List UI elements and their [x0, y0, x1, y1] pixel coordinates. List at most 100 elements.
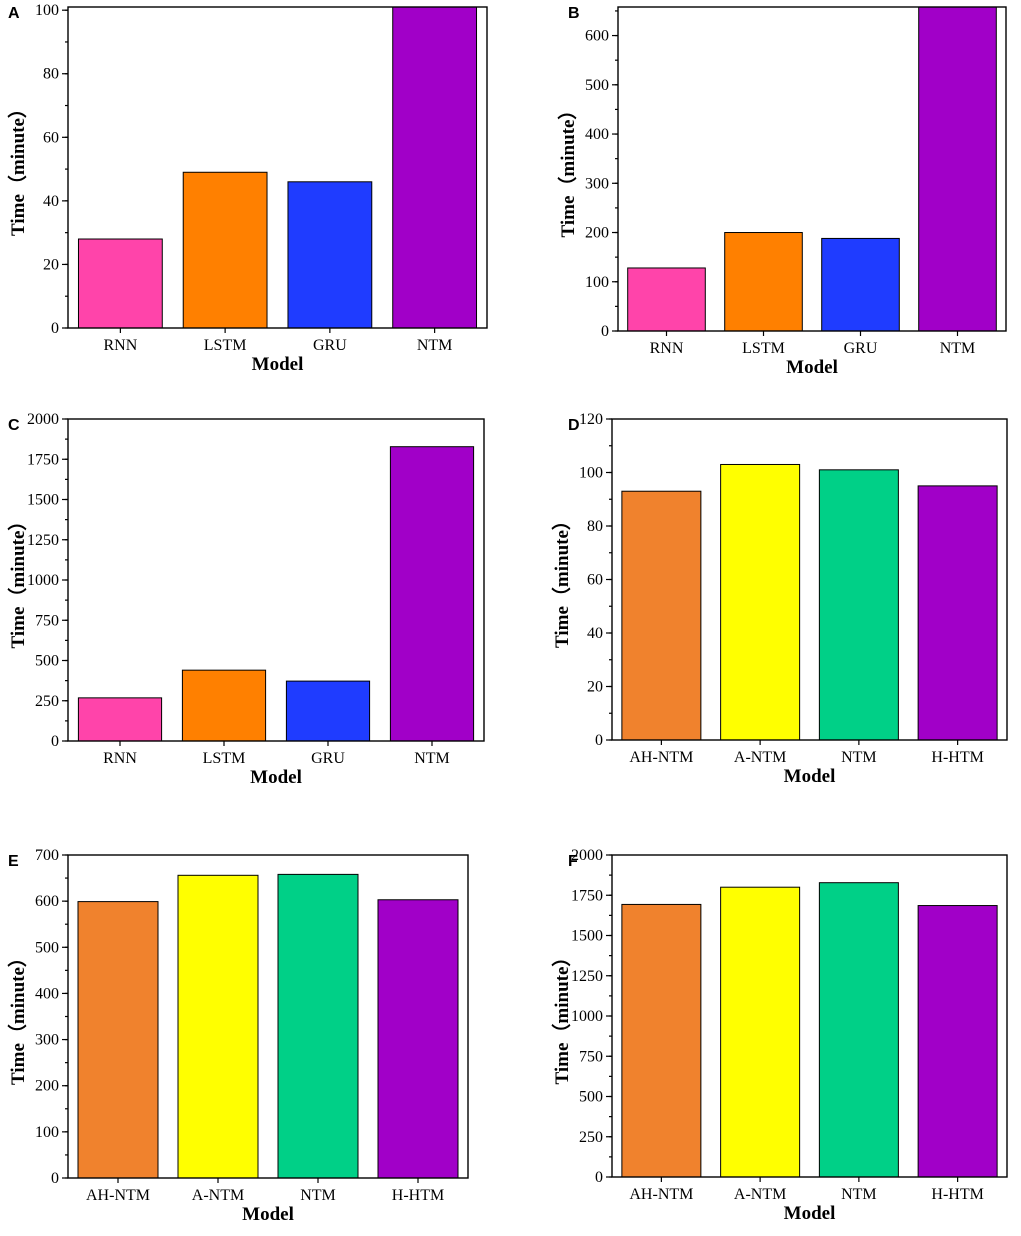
y-tick-label: 40	[587, 625, 603, 642]
x-axis-title: Model	[242, 1204, 294, 1225]
x-tick-label: AH-NTM	[629, 1186, 693, 1203]
y-tick-label: 1750	[571, 887, 603, 904]
plot-frame	[611, 418, 1008, 741]
y-tick-label: 750	[579, 1048, 603, 1065]
x-tick-label: LSTM	[742, 340, 785, 357]
x-tick-label: AH-NTM	[86, 1187, 150, 1204]
y-tick-label: 0	[601, 323, 609, 340]
x-tick-label: NTM	[841, 749, 877, 766]
x-axis-title: Model	[784, 1203, 836, 1224]
x-tick-label: H-HTM	[931, 1186, 983, 1203]
panel-letter: E	[8, 853, 19, 870]
y-tick-label: 100	[35, 2, 59, 19]
y-tick-label: 250	[579, 1129, 603, 1146]
y-tick-label: 200	[585, 225, 609, 242]
y-tick-label: 1500	[571, 928, 603, 945]
y-tick-label: 0	[51, 1170, 59, 1187]
y-tick-label: 100	[579, 465, 603, 482]
bar-gru	[821, 237, 900, 332]
x-tick-label: H-HTM	[931, 749, 983, 766]
y-tick-label: 2000	[571, 847, 603, 864]
panel-e: E AH-NTM A-NTM NTM H-HTM 0 100 200 300 400 500 600 7…	[6, 847, 469, 1225]
x-tick-label: AH-NTM	[629, 749, 693, 766]
y-tick-label: 60	[43, 129, 59, 146]
y-tick-label: 1750	[27, 451, 59, 468]
y-tick-label: 100	[585, 274, 609, 291]
plot-frame	[67, 418, 485, 742]
plot-frame	[67, 6, 488, 329]
y-tick-label: 0	[595, 1169, 603, 1186]
y-tick-label: 600	[35, 893, 59, 910]
bar-h-htm	[917, 485, 998, 741]
panel-letter: B	[568, 5, 580, 22]
x-tick-label: A-NTM	[192, 1187, 244, 1204]
y-tick-label: 0	[51, 733, 59, 750]
y-tick-label: 60	[587, 572, 603, 589]
y-tick-label: 2000	[27, 411, 59, 428]
x-tick-label: H-HTM	[392, 1187, 444, 1204]
y-tick-label: 400	[35, 985, 59, 1002]
x-tick-label: A-NTM	[734, 749, 786, 766]
bar-gru	[287, 181, 373, 329]
x-tick-label: LSTM	[204, 337, 247, 354]
panel-letter: C	[8, 417, 20, 434]
y-tick-label: 500	[579, 1089, 603, 1106]
bar-ntm	[818, 882, 899, 1178]
x-tick-label: LSTM	[203, 750, 246, 767]
bar-lstm	[181, 669, 267, 742]
bar-ah-ntm	[77, 901, 159, 1179]
bar-ah-ntm	[621, 903, 702, 1178]
y-tick-label: 0	[595, 732, 603, 749]
x-tick-label: NTM	[417, 337, 453, 354]
panel-letter: A	[8, 5, 20, 22]
x-axis-title: Model	[786, 357, 838, 378]
y-tick-label: 120	[579, 411, 603, 428]
x-tick-label: GRU	[313, 337, 347, 354]
y-tick-label: 200	[35, 1078, 59, 1095]
bar-ntm	[389, 446, 475, 742]
y-tick-label: 500	[35, 939, 59, 956]
bar-ntm	[818, 469, 899, 741]
x-axis-title: Model	[250, 767, 302, 788]
bar-ntm	[392, 6, 478, 329]
bar-lstm	[182, 171, 268, 329]
x-tick-label: NTM	[300, 1187, 336, 1204]
y-tick-label: 20	[43, 256, 59, 273]
bar-ah-ntm	[621, 490, 702, 741]
bar-rnn	[77, 238, 163, 329]
plot-frame	[67, 854, 469, 1179]
y-tick-label: 1000	[571, 1008, 603, 1025]
y-tick-label: 750	[35, 612, 59, 629]
y-tick-label: 700	[35, 847, 59, 864]
y-tick-label: 80	[43, 66, 59, 83]
y-tick-label: 1250	[571, 968, 603, 985]
x-axis-title: Model	[252, 354, 304, 375]
panel-c: C RNN LSTM GRU NTM 0 250 500 750 1000 1250 1500 1750…	[6, 411, 485, 788]
x-tick-label: RNN	[103, 750, 137, 767]
y-tick-label: 1500	[27, 492, 59, 509]
bar-rnn	[77, 697, 163, 742]
y-tick-label: 400	[585, 126, 609, 143]
y-tick-label: 300	[35, 1032, 59, 1049]
bar-h-htm	[377, 899, 459, 1179]
x-tick-label: RNN	[103, 337, 137, 354]
y-tick-label: 1250	[27, 532, 59, 549]
panel-b: B RNN LSTM GRU NTM 0 100 200 300 400 500 600 Model Ti…	[556, 5, 1007, 378]
x-tick-label: NTM	[414, 750, 450, 767]
plot-frame	[611, 854, 1008, 1178]
x-axis-title: Model	[784, 766, 836, 787]
bar-lstm	[724, 232, 803, 332]
bar-ntm	[277, 873, 359, 1179]
y-axis-title: Time（minute）	[550, 511, 573, 648]
x-tick-label: RNN	[650, 340, 684, 357]
bar-a-ntm	[177, 874, 259, 1179]
y-tick-label: 20	[587, 679, 603, 696]
x-tick-label: GRU	[844, 340, 878, 357]
x-tick-label: NTM	[940, 340, 976, 357]
y-axis-title: Time（minute）	[550, 948, 573, 1085]
x-tick-label: GRU	[311, 750, 345, 767]
bar-a-ntm	[720, 463, 801, 741]
y-axis-title: Time（minute）	[6, 99, 29, 236]
y-axis-title: Time（minute）	[6, 512, 29, 649]
